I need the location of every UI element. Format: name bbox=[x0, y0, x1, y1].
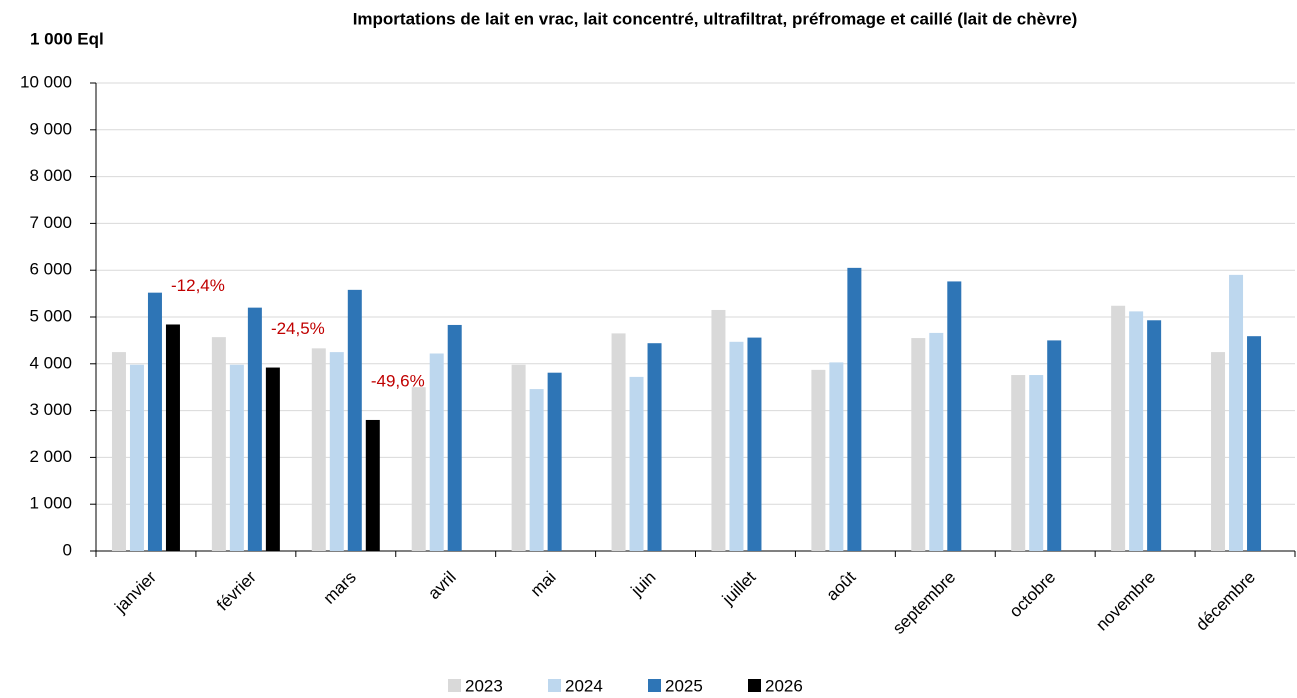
y-tick-label: 7 000 bbox=[29, 213, 72, 232]
bar bbox=[447, 324, 462, 551]
y-tick-label: 1 000 bbox=[29, 494, 72, 513]
bar bbox=[947, 281, 962, 551]
bar bbox=[111, 352, 126, 551]
y-tick-label: 6 000 bbox=[29, 260, 72, 279]
legend-label: 2024 bbox=[565, 676, 603, 695]
annotation: -49,6% bbox=[371, 371, 425, 390]
x-tick-label: février bbox=[213, 567, 260, 614]
bar bbox=[1229, 274, 1244, 551]
x-tick-label: avril bbox=[424, 568, 459, 603]
x-tick-label: septembre bbox=[889, 568, 959, 638]
bar bbox=[1011, 375, 1026, 551]
bar bbox=[247, 307, 262, 551]
legend-label: 2023 bbox=[465, 676, 503, 695]
x-tick-label: décembre bbox=[1192, 568, 1259, 635]
bar bbox=[747, 337, 762, 551]
bar bbox=[347, 289, 362, 551]
bar bbox=[129, 364, 144, 551]
bar bbox=[711, 309, 726, 551]
bar bbox=[311, 348, 326, 551]
x-tick-label: mai bbox=[527, 568, 560, 601]
bar bbox=[365, 419, 380, 551]
y-tick-label: 3 000 bbox=[29, 400, 72, 419]
x-tick-label: juillet bbox=[718, 567, 760, 609]
y-tick-label: 4 000 bbox=[29, 353, 72, 372]
bar bbox=[429, 353, 444, 551]
bar bbox=[265, 367, 280, 551]
bar bbox=[1147, 320, 1162, 551]
legend-swatch bbox=[448, 679, 461, 692]
legend-swatch bbox=[748, 679, 761, 692]
bar bbox=[1029, 375, 1044, 551]
legend-swatch bbox=[648, 679, 661, 692]
legend-label: 2025 bbox=[665, 676, 703, 695]
bar bbox=[729, 341, 744, 551]
y-tick-label: 8 000 bbox=[29, 166, 72, 185]
annotation: -12,4% bbox=[171, 276, 225, 295]
x-tick-label: novembre bbox=[1092, 568, 1159, 635]
y-tick-label: 2 000 bbox=[29, 447, 72, 466]
y-tick-label: 9 000 bbox=[29, 119, 72, 138]
y-tick-label: 0 bbox=[63, 540, 72, 559]
x-tick-label: juin bbox=[627, 568, 660, 601]
y-tick-label: 5 000 bbox=[29, 306, 72, 325]
bar bbox=[929, 332, 944, 551]
bar bbox=[811, 369, 826, 551]
bar bbox=[229, 364, 244, 551]
y-tick-label: 10 000 bbox=[20, 72, 72, 91]
bar bbox=[165, 324, 180, 551]
legend-label: 2026 bbox=[765, 676, 803, 695]
bar bbox=[611, 333, 626, 551]
x-tick-label: août bbox=[823, 567, 860, 604]
bar bbox=[411, 387, 426, 551]
bar bbox=[829, 362, 844, 551]
x-tick-label: octobre bbox=[1006, 568, 1060, 622]
bar bbox=[1047, 340, 1062, 551]
bar bbox=[911, 338, 926, 551]
y-axis-label: 1 000 Eql bbox=[30, 29, 104, 48]
bar bbox=[529, 389, 544, 551]
bar bbox=[211, 337, 226, 551]
bar bbox=[511, 364, 526, 551]
bar bbox=[1129, 311, 1144, 551]
bar bbox=[1247, 336, 1262, 551]
bar bbox=[147, 292, 162, 551]
bar bbox=[647, 343, 662, 551]
x-tick-label: mars bbox=[320, 568, 360, 608]
bar bbox=[329, 352, 344, 551]
chart-title: Importations de lait en vrac, lait conce… bbox=[353, 9, 1078, 28]
bar bbox=[1111, 305, 1126, 551]
bar bbox=[547, 372, 562, 551]
bar bbox=[847, 267, 862, 551]
legend-swatch bbox=[548, 679, 561, 692]
bar bbox=[1211, 352, 1226, 551]
annotation: -24,5% bbox=[271, 319, 325, 338]
bar bbox=[629, 376, 644, 551]
x-tick-label: janvier bbox=[110, 567, 160, 617]
